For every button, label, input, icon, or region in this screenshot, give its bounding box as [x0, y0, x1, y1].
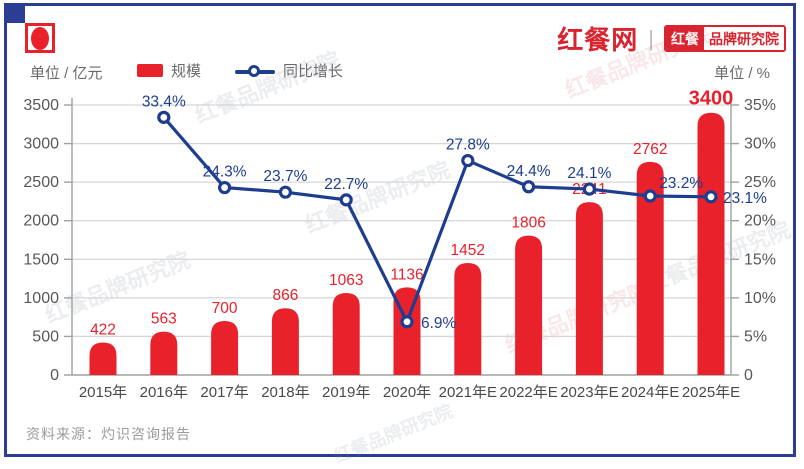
chart-legend: 规模 同比增长: [137, 60, 343, 81]
x-axis-label: 2018年: [261, 384, 309, 401]
line-value-label: 6.9%: [421, 315, 457, 332]
x-axis-label: 2021年E: [439, 384, 497, 401]
line-value-label: 24.3%: [203, 164, 247, 181]
bar-2023年E: [575, 202, 603, 375]
bar-2018年: [271, 308, 299, 375]
bar-value-label: 2762: [633, 141, 667, 158]
line-marker: [643, 189, 657, 203]
x-axis-label: 2015年: [79, 384, 127, 401]
brand-badge: 红餐 品牌研究院: [664, 25, 786, 52]
right-tick-label: 30%: [744, 136, 776, 153]
left-tick-label: 3500: [23, 97, 59, 114]
right-tick-label: 20%: [744, 213, 776, 230]
line-value-label: 33.4%: [142, 93, 186, 110]
x-axis-label: 2024年E: [621, 384, 679, 401]
x-axis-label: 2016年: [140, 384, 188, 401]
bar-2021年E: [454, 262, 482, 375]
left-tick-label: 2000: [23, 213, 59, 230]
left-tick-label: 1000: [23, 290, 59, 307]
line-marker: [339, 193, 353, 207]
left-tick-label: 2500: [23, 174, 59, 191]
x-axis-label: 2022年E: [499, 384, 557, 401]
bar-value-label: 1452: [451, 242, 485, 259]
line-value-label: 23.7%: [263, 168, 307, 185]
brand-title: 红餐网: [557, 25, 639, 55]
bar-2024年E: [636, 161, 664, 375]
left-tick-label: 1500: [23, 251, 59, 268]
bar-value-label: 1806: [511, 215, 545, 232]
legend-item-line: 同比增长: [235, 60, 343, 81]
decor-corner-square: [4, 3, 25, 23]
header-brand-area: 红餐网 | 红餐 品牌研究院: [557, 20, 786, 57]
bar-2015年: [89, 342, 117, 375]
hongcan-logo-icon: [25, 23, 55, 53]
x-axis-label: 2017年: [200, 384, 248, 401]
legend-item-bar: 规模: [137, 60, 201, 81]
line-value-label: 23.1%: [723, 190, 767, 207]
line-value-label: 22.7%: [324, 176, 368, 193]
line-value-label: 27.8%: [446, 137, 490, 154]
line-value-label: 24.1%: [567, 165, 611, 182]
line-swatch-icon: [235, 64, 276, 78]
right-tick-label: 0: [744, 367, 753, 384]
bar-2025年E: [697, 112, 725, 375]
x-axis-label: 2023年E: [560, 384, 618, 401]
line-value-label: 23.2%: [659, 175, 703, 192]
bar-value-label: 866: [272, 287, 298, 304]
brand-separator: |: [648, 25, 654, 51]
line-marker: [521, 180, 536, 194]
x-axis-label: 2025年E: [682, 384, 740, 401]
left-tick-label: 3000: [23, 136, 59, 153]
bar-2019年: [332, 292, 360, 375]
bar-2017年: [211, 321, 239, 375]
x-axis-label: 2020年: [383, 384, 431, 401]
brand-badge-right: 品牌研究院: [704, 27, 784, 50]
bar-swatch-icon: [137, 64, 163, 77]
legend-line-label: 同比增长: [283, 63, 344, 80]
line-marker: [157, 110, 171, 124]
line-marker: [218, 180, 232, 195]
right-axis-unit-label: 单位 / %: [714, 65, 770, 82]
logo-ellipse-icon: [31, 26, 49, 50]
line-value-label: 24.4%: [507, 163, 551, 180]
line-marker: [582, 182, 597, 196]
right-tick-label: 35%: [744, 97, 776, 114]
legend-bar-label: 规模: [171, 63, 202, 80]
left-tick-label: 500: [32, 328, 59, 345]
right-tick-label: 5%: [744, 328, 767, 345]
right-tick-label: 15%: [744, 251, 776, 268]
line-marker: [278, 185, 292, 199]
x-axis-label: 2019年: [322, 384, 370, 401]
bar-value-label: 1136: [390, 266, 423, 283]
bar-value-label: 1063: [329, 272, 363, 289]
bar-value-label: 563: [151, 311, 177, 328]
right-tick-label: 10%: [744, 290, 776, 307]
line-marker: [400, 315, 414, 329]
bar-2016年: [150, 331, 178, 375]
growth-line: [162, 116, 712, 324]
line-marker: [461, 153, 475, 168]
source-note: 资料来源：灼识咨询报告: [26, 426, 191, 442]
right-tick-label: 25%: [744, 174, 776, 191]
bar-value-label: 3400: [689, 88, 734, 110]
bar-value-label: 700: [212, 300, 238, 317]
left-axis-unit-label: 单位 / 亿元: [30, 65, 103, 82]
bar-2022年E: [515, 235, 543, 375]
brand-badge-left: 红餐: [666, 27, 704, 50]
left-tick-label: 0: [50, 367, 59, 384]
line-marker: [704, 190, 718, 204]
bar-value-label: 422: [90, 321, 116, 338]
